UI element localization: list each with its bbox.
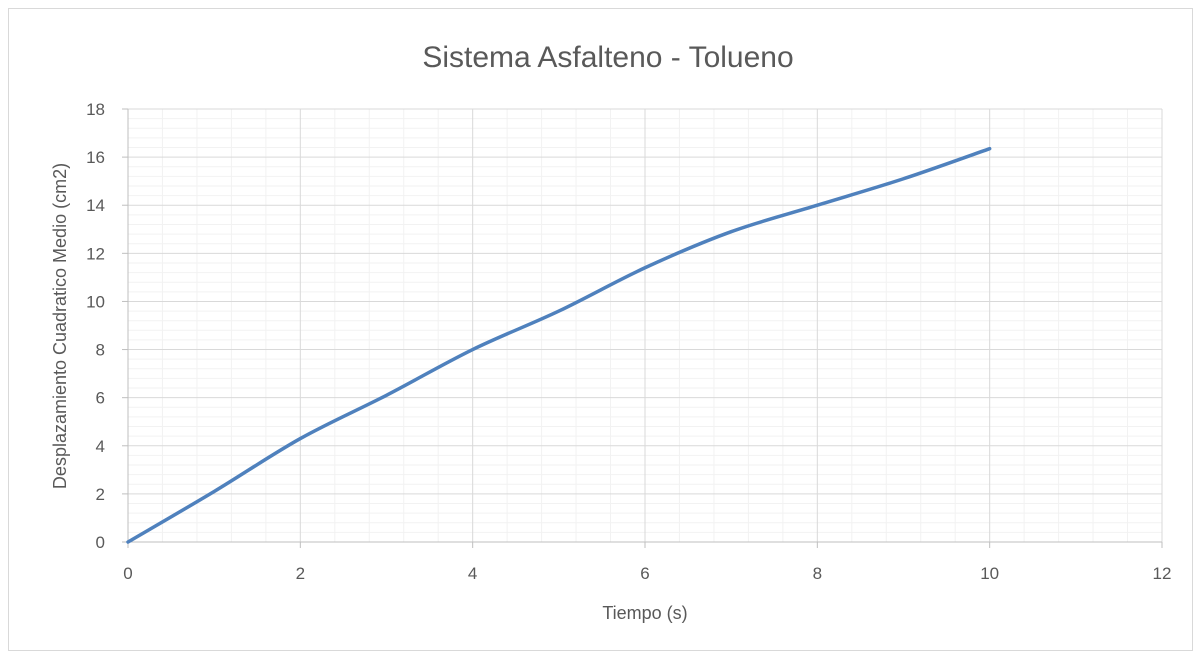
y-tick-label: 6 (96, 389, 105, 408)
series-line (126, 146, 992, 544)
x-tick-label: 0 (123, 564, 132, 583)
x-tick-labels: 0 2 4 6 8 10 12 (123, 564, 1171, 583)
chart-title: Sistema Asfalteno - Tolueno (422, 41, 793, 74)
y-tick-label: 16 (86, 148, 105, 167)
major-grid (128, 108, 1163, 542)
x-tick-label: 2 (296, 564, 305, 583)
x-tick-label: 10 (980, 564, 999, 583)
x-tick-label: 12 (1153, 564, 1172, 583)
y-tick-label: 12 (86, 244, 105, 263)
y-tick-label: 10 (86, 292, 105, 311)
chart-frame (8, 8, 1193, 651)
y-tick-label: 4 (96, 437, 105, 456)
y-tick-label: 0 (96, 533, 105, 552)
series-group (126, 146, 992, 544)
x-tick-label: 6 (640, 564, 649, 583)
axes (122, 108, 1163, 548)
x-axis-label: Tiempo (s) (602, 603, 687, 623)
y-axis-label: Desplazamiento Cuadratico Medio (cm2) (50, 163, 70, 489)
y-tick-label: 18 (86, 100, 105, 119)
y-tick-label: 8 (96, 341, 105, 360)
x-tick-label: 8 (813, 564, 822, 583)
y-tick-labels: 0 2 4 6 8 10 12 14 16 18 (86, 100, 105, 552)
x-tick-label: 4 (468, 564, 477, 583)
y-tick-label: 14 (86, 196, 105, 215)
y-tick-label: 2 (96, 485, 105, 504)
